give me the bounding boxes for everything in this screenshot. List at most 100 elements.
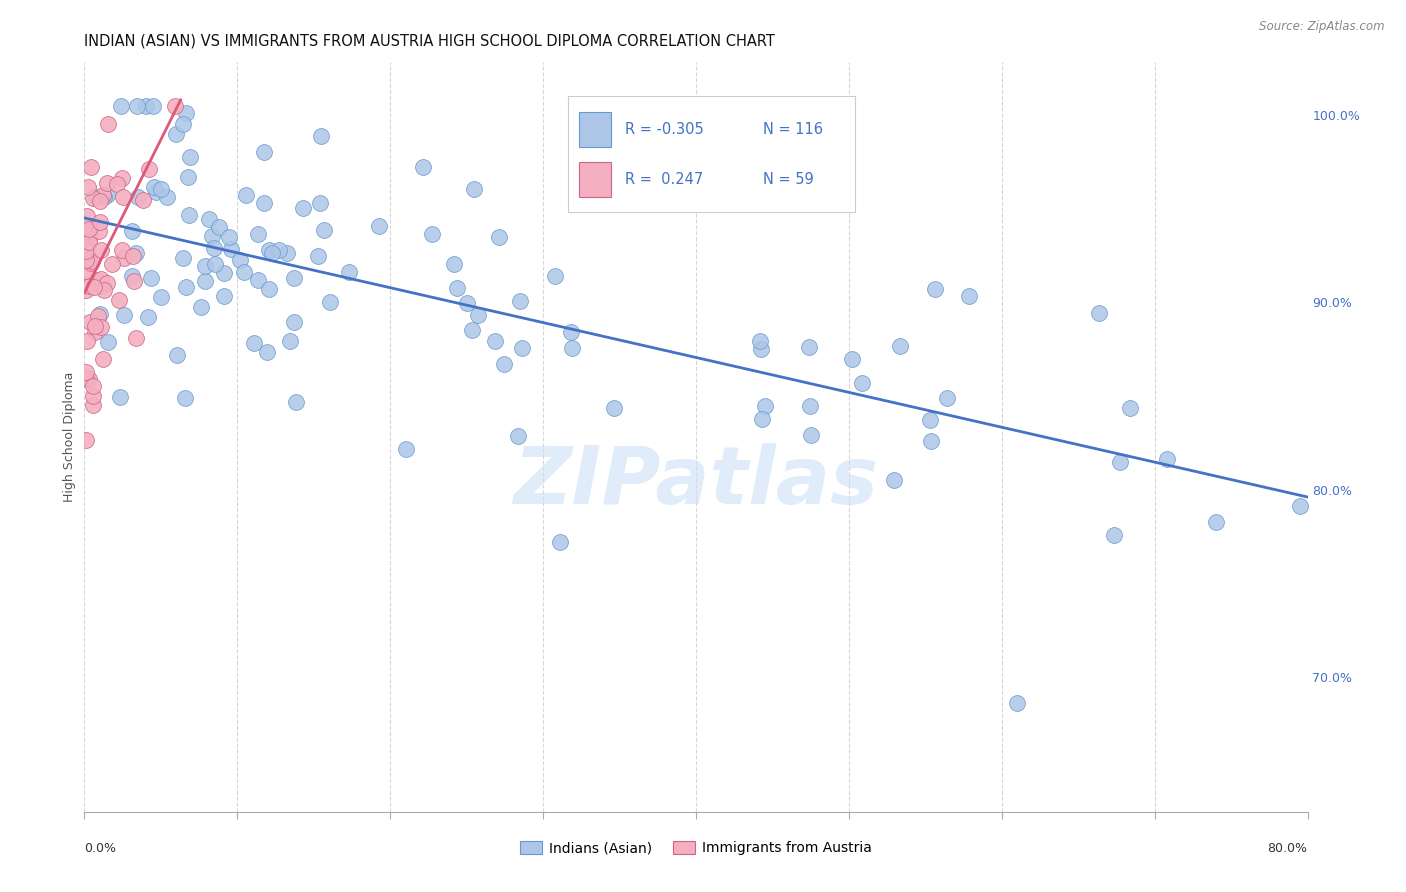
Point (560, 325, 582, 339)
Point (204, 257, 226, 271)
Point (110, 98, 132, 112)
Point (509, 293, 531, 308)
Point (124, 245, 146, 260)
Point (111, 244, 134, 258)
Point (461, 322, 484, 336)
Point (561, 341, 583, 355)
Point (89, 307, 111, 321)
Point (456, 296, 478, 310)
Point (247, 227, 270, 241)
Point (1156, 451, 1178, 466)
Point (1205, 516, 1227, 530)
Point (82, 191, 104, 205)
Point (920, 413, 942, 427)
Point (112, 309, 135, 323)
Point (143, 180, 166, 194)
Point (96, 277, 118, 291)
Point (280, 334, 302, 348)
Point (121, 224, 143, 238)
Point (257, 243, 280, 257)
Point (172, 117, 194, 131)
Point (79, 315, 101, 329)
Point (165, 98, 187, 112)
Point (510, 341, 533, 355)
Point (76, 210, 98, 224)
Point (319, 295, 342, 310)
Point (235, 188, 257, 202)
Point (174, 391, 197, 405)
Point (91, 187, 114, 202)
Point (77, 235, 100, 249)
Point (412, 160, 434, 174)
Point (283, 315, 305, 329)
Point (194, 274, 217, 288)
Point (142, 98, 165, 112)
Point (799, 399, 821, 413)
Point (84, 190, 107, 204)
Point (75, 283, 97, 297)
Point (150, 182, 173, 196)
Point (139, 270, 162, 285)
Point (75, 365, 97, 379)
Point (150, 291, 173, 305)
Point (121, 269, 143, 284)
Point (177, 208, 200, 222)
Y-axis label: High School Diploma: High School Diploma (63, 372, 76, 502)
Point (136, 310, 159, 324)
Text: 80.0%: 80.0% (1268, 842, 1308, 855)
Point (145, 185, 167, 199)
Point (208, 220, 231, 235)
Point (179, 150, 201, 164)
Point (90, 320, 112, 334)
Point (233, 265, 256, 279)
Point (283, 271, 305, 285)
Text: Source: ZipAtlas.com: Source: ZipAtlas.com (1260, 20, 1385, 33)
Point (90, 244, 112, 258)
Point (176, 106, 198, 120)
Point (467, 308, 489, 322)
Point (127, 98, 149, 112)
Point (122, 249, 145, 263)
Point (82, 399, 104, 413)
Point (75, 370, 97, 384)
Point (108, 390, 131, 404)
Point (96, 176, 118, 190)
Point (751, 412, 773, 426)
Point (202, 241, 225, 255)
Point (174, 280, 197, 294)
Point (80, 220, 103, 235)
Point (111, 171, 134, 186)
Point (132, 193, 155, 207)
Point (443, 257, 465, 271)
Point (841, 351, 863, 366)
Point (75, 221, 97, 235)
Point (75, 244, 97, 258)
Point (111, 190, 134, 204)
Point (292, 201, 315, 215)
Point (114, 252, 136, 266)
Point (138, 162, 160, 177)
Point (484, 334, 506, 349)
Point (101, 256, 124, 270)
Point (307, 249, 329, 263)
Point (312, 223, 335, 237)
Point (105, 177, 128, 191)
Point (446, 281, 468, 295)
Point (260, 245, 283, 260)
Point (368, 219, 391, 233)
Point (90, 272, 112, 286)
Point (93, 189, 115, 203)
Point (80, 256, 103, 270)
Point (82, 378, 104, 392)
Point (190, 300, 212, 314)
Point (308, 196, 330, 211)
Point (82, 389, 104, 403)
Point (799, 340, 821, 354)
Point (77, 235, 100, 249)
Point (920, 434, 942, 449)
Point (700, 169, 723, 183)
Point (544, 269, 567, 284)
Point (1005, 696, 1028, 710)
Point (494, 357, 516, 371)
Point (198, 212, 221, 227)
